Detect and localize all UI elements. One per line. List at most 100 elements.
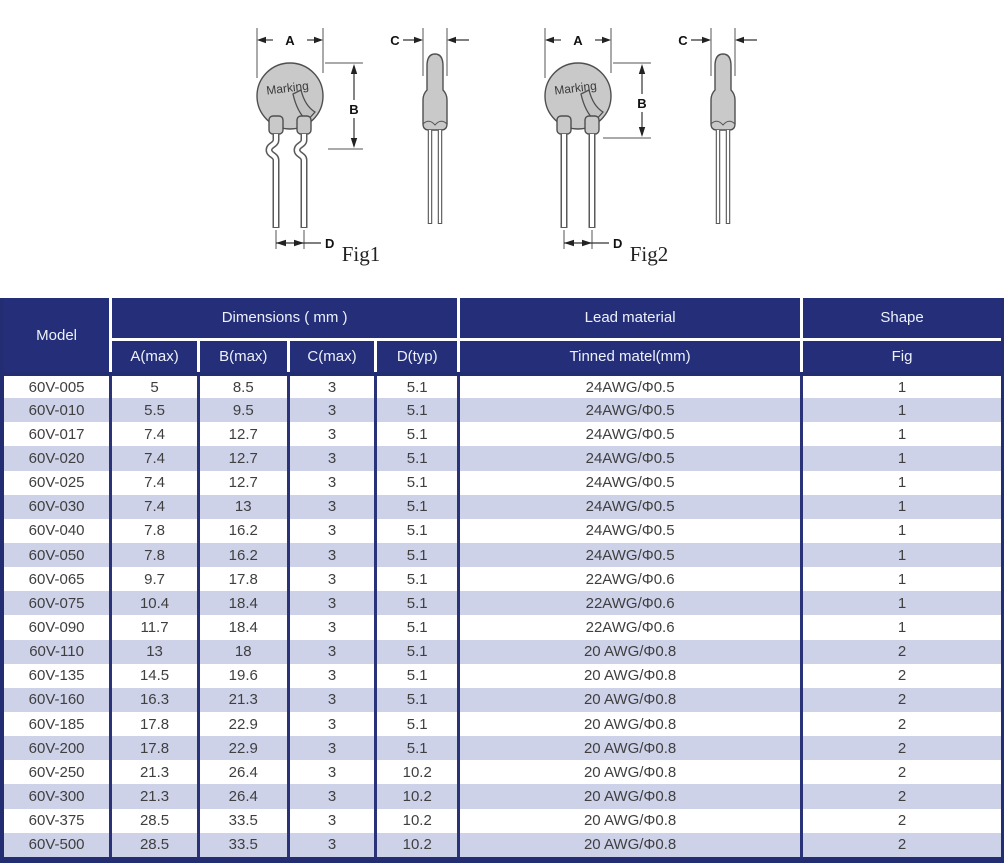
cell-d-typ: 5.1 (375, 470, 461, 495)
table-row: 60V-090 11.7 18.4 3 5.1 22AWG/Φ0.6 1 (4, 615, 1001, 640)
dim-label-b: B (637, 96, 646, 111)
cell-lead-material: 24AWG/Φ0.5 (458, 446, 804, 471)
cell-lead-material: 24AWG/Φ0.5 (458, 542, 804, 568)
cell-b-max: 13 (198, 494, 290, 519)
cell-b-max: 12.7 (198, 470, 290, 495)
cell-model: 60V-135 (4, 663, 113, 688)
header-lead-material-group: Lead material (458, 298, 804, 341)
table-row: 60V-160 16.3 21.3 3 5.1 20 AWG/Φ0.8 2 (4, 687, 1001, 712)
side-body (422, 53, 448, 131)
dim-label-d: D (325, 236, 334, 251)
cell-fig: 1 (801, 518, 1001, 543)
cell-d-typ: 10.2 (375, 760, 461, 785)
cell-d-typ: 5.1 (375, 615, 461, 640)
table-row: 60V-375 28.5 33.5 3 10.2 20 AWG/Φ0.8 2 (4, 808, 1001, 833)
cell-a-max: 5 (110, 371, 200, 399)
cell-model: 60V-250 (4, 760, 113, 785)
table-row: 60V-185 17.8 22.9 3 5.1 20 AWG/Φ0.8 2 (4, 711, 1001, 737)
table-row: 60V-200 17.8 22.9 3 5.1 20 AWG/Φ0.8 2 (4, 736, 1001, 761)
cell-lead-material: 24AWG/Φ0.5 (458, 371, 804, 399)
cell-d-typ: 5.1 (375, 422, 461, 447)
header-c-max: C(max) (288, 339, 378, 374)
cell-d-typ: 5.1 (375, 398, 461, 423)
cell-model: 60V-375 (4, 808, 113, 833)
header-dimensions-group: Dimensions ( mm ) (110, 298, 461, 341)
cell-a-max: 7.8 (110, 542, 200, 568)
cell-fig: 1 (801, 446, 1001, 471)
fig1-side-view: C (390, 28, 469, 224)
fig1-drawing: A Marking (256, 28, 469, 266)
dim-label-a: A (573, 33, 583, 48)
cell-d-typ: 5.1 (375, 736, 461, 761)
cell-model: 60V-020 (4, 446, 113, 471)
table-row: 60V-005 5 8.5 3 5.1 24AWG/Φ0.5 1 (4, 371, 1001, 399)
cell-a-max: 13 (110, 639, 200, 664)
fig1-front-view: A Marking (256, 28, 363, 251)
table-row: 60V-017 7.4 12.7 3 5.1 24AWG/Φ0.5 1 (4, 422, 1001, 447)
cell-fig: 2 (801, 663, 1001, 688)
cell-a-max: 7.4 (110, 446, 200, 471)
cell-fig: 1 (801, 567, 1001, 592)
fig1-caption: Fig1 (342, 242, 381, 266)
fig2-caption: Fig2 (630, 242, 669, 266)
cell-d-typ: 5.1 (375, 542, 461, 568)
cell-fig: 2 (801, 784, 1001, 809)
side-body (710, 53, 736, 131)
cell-a-max: 28.5 (110, 808, 200, 833)
cell-lead-material: 20 AWG/Φ0.8 (458, 760, 804, 785)
cell-a-max: 17.8 (110, 711, 200, 737)
cell-b-max: 26.4 (198, 784, 290, 809)
spec-table-body: 60V-005 5 8.5 3 5.1 24AWG/Φ0.5 1 60V-010 5.5 9.5 3… (4, 371, 1001, 857)
fig2-side-view: C (678, 28, 757, 224)
lead-root (296, 115, 312, 135)
cell-d-typ: 10.2 (375, 784, 461, 809)
cell-lead-material: 20 AWG/Φ0.8 (458, 687, 804, 712)
cell-b-max: 18.4 (198, 615, 290, 640)
cell-lead-material: 24AWG/Φ0.5 (458, 470, 804, 495)
table-row: 60V-050 7.8 16.2 3 5.1 24AWG/Φ0.5 1 (4, 542, 1001, 568)
disc-slot (292, 89, 317, 122)
cell-a-max: 9.7 (110, 567, 200, 592)
cell-lead-material: 22AWG/Φ0.6 (458, 615, 804, 640)
cell-model: 60V-025 (4, 470, 113, 495)
cell-d-typ: 5.1 (375, 639, 461, 664)
cell-b-max: 18.4 (198, 591, 290, 616)
cell-b-max: 21.3 (198, 687, 290, 712)
cell-b-max: 12.7 (198, 422, 290, 447)
fig2-front-view: A Marking B (544, 28, 651, 251)
lead-root (556, 115, 572, 135)
cell-b-max: 16.2 (198, 518, 290, 543)
cell-c-max: 3 (288, 711, 378, 737)
cell-model: 60V-030 (4, 494, 113, 519)
cell-a-max: 21.3 (110, 784, 200, 809)
cell-fig: 1 (801, 470, 1001, 495)
dim-label-c: C (390, 33, 400, 48)
table-row: 60V-025 7.4 12.7 3 5.1 24AWG/Φ0.5 1 (4, 470, 1001, 495)
cell-fig: 1 (801, 422, 1001, 447)
cell-c-max: 3 (288, 736, 378, 761)
dim-label-c: C (678, 33, 688, 48)
cell-lead-material: 24AWG/Φ0.5 (458, 518, 804, 543)
spec-table: Model Dimensions ( mm ) Lead material Sh… (4, 298, 1001, 857)
cell-fig: 1 (801, 494, 1001, 519)
cell-lead-material: 20 AWG/Φ0.8 (458, 784, 804, 809)
cell-lead-material: 20 AWG/Φ0.8 (458, 832, 804, 857)
cell-c-max: 3 (288, 832, 378, 857)
table-row: 60V-020 7.4 12.7 3 5.1 24AWG/Φ0.5 1 (4, 446, 1001, 471)
cell-fig: 2 (801, 736, 1001, 761)
cell-b-max: 22.9 (198, 711, 290, 737)
table-row: 60V-030 7.4 13 3 5.1 24AWG/Φ0.5 1 (4, 494, 1001, 519)
cell-model: 60V-110 (4, 639, 113, 664)
cell-lead-material: 20 AWG/Φ0.8 (458, 736, 804, 761)
lead-root (268, 115, 284, 135)
cell-b-max: 18 (198, 639, 290, 664)
cell-model: 60V-050 (4, 542, 113, 568)
cell-c-max: 3 (288, 639, 378, 664)
cell-d-typ: 5.1 (375, 371, 461, 399)
cell-b-max: 33.5 (198, 832, 290, 857)
cell-model: 60V-185 (4, 711, 113, 737)
cell-lead-material: 20 AWG/Φ0.8 (458, 639, 804, 664)
cell-lead-material: 24AWG/Φ0.5 (458, 422, 804, 447)
cell-fig: 2 (801, 711, 1001, 737)
cell-fig: 2 (801, 832, 1001, 857)
